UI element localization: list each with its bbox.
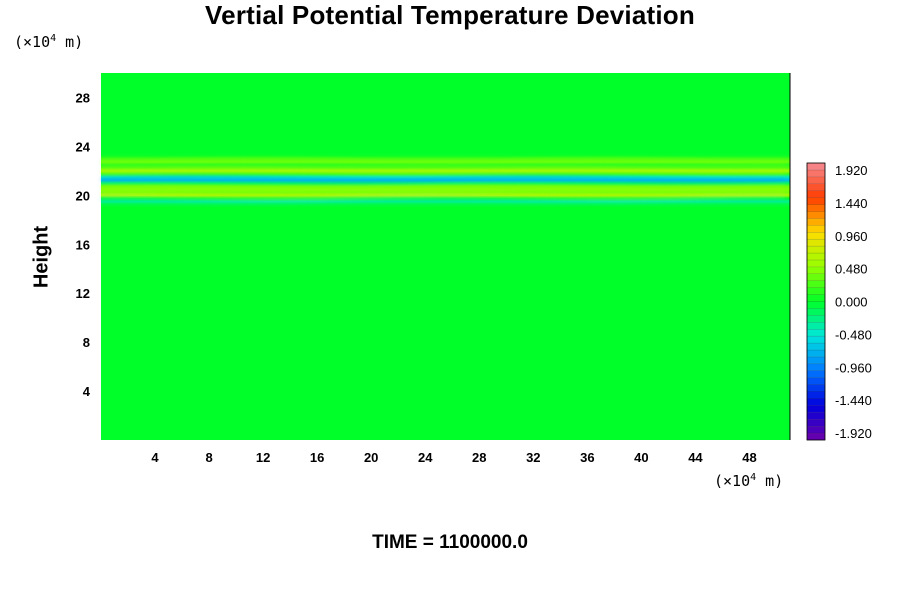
colorbar-label: -0.960 bbox=[835, 360, 872, 375]
colorbar-swatch bbox=[806, 419, 826, 427]
colorbar-swatch bbox=[806, 211, 826, 219]
y-tick-label: 8 bbox=[83, 335, 90, 350]
colorbar-swatch bbox=[806, 342, 826, 351]
colorbar-border bbox=[806, 162, 826, 441]
heatmap-band bbox=[100, 197, 786, 204]
colorbar-swatch bbox=[806, 432, 826, 441]
y-unit-exponent: 4 bbox=[50, 33, 57, 44]
colorbar-swatch bbox=[806, 377, 826, 385]
colorbar-swatch bbox=[806, 225, 826, 233]
x-unit-exponent: 4 bbox=[750, 472, 757, 483]
colorbar-swatch bbox=[806, 412, 826, 420]
colorbar-swatch bbox=[806, 197, 826, 205]
x-tick-label: 44 bbox=[688, 450, 703, 465]
y-axis-unit: (×104 m) bbox=[14, 33, 83, 51]
heatmap-band bbox=[100, 168, 786, 174]
heatmap-band-texture bbox=[100, 158, 786, 204]
x-tick-label: 8 bbox=[205, 450, 212, 465]
y-tick-label: 4 bbox=[83, 384, 91, 399]
colorbar-swatch bbox=[806, 384, 826, 392]
colorbar-swatch bbox=[806, 356, 826, 365]
colorbar-swatch bbox=[806, 301, 826, 309]
colorbar-swatch bbox=[806, 398, 826, 406]
heatmap-band bbox=[100, 192, 786, 199]
colorbar-swatch bbox=[806, 294, 826, 302]
x-tick-label: 16 bbox=[310, 450, 324, 465]
colorbar-swatch bbox=[806, 162, 826, 171]
colorbar-swatch bbox=[806, 349, 826, 358]
x-tick-label: 32 bbox=[526, 450, 540, 465]
colorbar: 1.920 1.440 0.960 0.480 0.000 -0.480 -0.960 -1.… bbox=[806, 162, 872, 441]
colorbar-swatch bbox=[806, 287, 826, 295]
x-unit-prefix: (×10 bbox=[714, 472, 751, 490]
colorbar-swatch bbox=[806, 308, 826, 316]
heatmap-band bbox=[100, 185, 786, 191]
colorbar-swatch bbox=[806, 190, 826, 198]
x-tick-label: 40 bbox=[634, 450, 648, 465]
x-tick-label: 24 bbox=[418, 450, 433, 465]
colorbar-swatch bbox=[806, 218, 826, 226]
y-tick-label: 24 bbox=[76, 139, 91, 154]
colorbar-swatch bbox=[806, 266, 826, 275]
colorbar-swatch bbox=[806, 245, 826, 254]
colorbar-label: 0.480 bbox=[835, 262, 868, 277]
colorbar-swatch bbox=[806, 425, 826, 434]
x-axis-unit: (×104 m) bbox=[714, 472, 783, 490]
y-tick-labels: 4 8 12 16 20 24 28 bbox=[76, 90, 91, 399]
colorbar-swatch bbox=[806, 183, 826, 191]
colorbar-swatch bbox=[806, 259, 826, 268]
time-label: TIME = 1100000.0 bbox=[372, 532, 528, 553]
y-tick-label: 28 bbox=[76, 90, 90, 105]
x-tick-label: 28 bbox=[472, 450, 486, 465]
colorbar-label: 1.440 bbox=[835, 196, 868, 211]
colorbar-swatch bbox=[806, 315, 826, 323]
colorbar-swatch bbox=[806, 391, 826, 399]
x-unit-suffix: m) bbox=[756, 472, 784, 490]
colorbar-label: -0.480 bbox=[835, 327, 872, 342]
colorbar-swatch bbox=[806, 280, 826, 288]
x-tick-label: 36 bbox=[580, 450, 594, 465]
colorbar-swatch bbox=[806, 335, 826, 344]
colorbar-swatch bbox=[806, 169, 826, 178]
colorbar-swatch bbox=[806, 252, 826, 261]
colorbar-label: -1.440 bbox=[835, 393, 872, 408]
x-tick-label: 20 bbox=[364, 450, 378, 465]
heatmap-band bbox=[100, 158, 785, 164]
y-tick-label: 20 bbox=[76, 188, 90, 203]
y-unit-prefix: (×10 bbox=[14, 33, 51, 51]
x-tick-label: 4 bbox=[151, 450, 159, 465]
chart-title: Vertial Potential Temperature Deviation bbox=[205, 0, 695, 30]
y-tick-label: 16 bbox=[76, 237, 90, 252]
colorbar-swatch bbox=[806, 176, 826, 184]
colorbar-swatch bbox=[806, 363, 826, 371]
x-tick-label: 12 bbox=[256, 450, 270, 465]
colorbar-swatch bbox=[806, 370, 826, 378]
y-tick-label: 12 bbox=[76, 286, 90, 301]
colorbar-label: -1.920 bbox=[835, 426, 872, 441]
colorbar-swatch bbox=[806, 322, 826, 330]
plot-area bbox=[100, 73, 791, 440]
colorbar-swatch bbox=[806, 232, 826, 240]
colorbar-label: 0.000 bbox=[835, 295, 868, 310]
colorbar-swatch bbox=[806, 329, 826, 337]
colorbar-swatch bbox=[806, 238, 826, 247]
colorbar-label: 0.960 bbox=[835, 229, 868, 244]
heatmap-band bbox=[100, 176, 786, 183]
y-unit-suffix: m) bbox=[56, 33, 84, 51]
colorbar-swatch bbox=[806, 405, 826, 413]
colorbar-swatch bbox=[806, 204, 826, 212]
heatmap-field bbox=[101, 73, 790, 440]
x-tick-labels: 4 8 12 16 20 24 28 32 36 40 44 48 bbox=[151, 450, 756, 465]
colorbar-label: 1.920 bbox=[835, 163, 868, 178]
colorbar-swatch bbox=[806, 273, 826, 281]
x-tick-label: 48 bbox=[742, 450, 756, 465]
